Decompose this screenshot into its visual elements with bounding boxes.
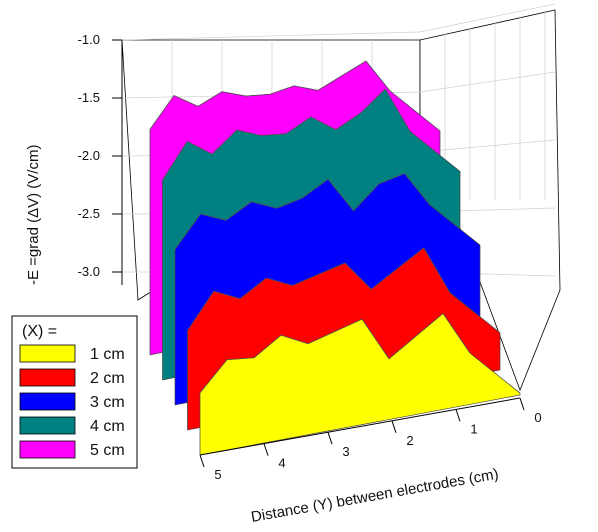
surface-ridge-segment [226, 357, 255, 361]
surface-ridge-segment [173, 95, 199, 107]
y-tick-mark [391, 420, 397, 433]
surface-ridge-segment [361, 318, 390, 359]
y-tick-label: 0 [534, 410, 541, 425]
z-axis: -1.0 -1.5 -2.0 -2.5 -3.0 [78, 32, 123, 285]
y-axis: 0 1 2 3 4 5 [199, 397, 542, 482]
legend: (X) = 1 cm 2 cm 3 cm 4 cm 5 cm [11, 315, 138, 469]
surface-bands [149, 60, 521, 456]
z-tick-label: -1.5 [78, 90, 100, 105]
y-axis-title: Distance (Y) between electrodes (cm) [250, 466, 500, 526]
grid-line-side [419, 71, 556, 93]
surface-ridge-segment [187, 141, 213, 155]
surface-ridge-segment [360, 88, 386, 114]
surface-ridge-segment [197, 91, 223, 107]
z-axis-title: -E =grad (ΔV) (V/cm) [25, 145, 42, 285]
surface-ridge-segment [251, 201, 278, 209]
surface-ridge-segment [293, 85, 319, 91]
surface-ridge-segment [269, 85, 295, 95]
surface-ridge-segment [236, 129, 262, 136]
surface-ridge-segment [365, 60, 391, 92]
surface-ridge-segment [334, 318, 363, 332]
surface-ridge-segment [442, 313, 471, 354]
y-tick-label: 3 [342, 444, 349, 459]
surface-ridge-segment [149, 95, 175, 130]
surface-ridge-segment [280, 334, 309, 344]
z-tick-label: -1.0 [78, 32, 100, 47]
legend-swatch [19, 416, 76, 435]
legend-swatch [19, 344, 76, 363]
grid-line-h [121, 31, 421, 41]
side-wall [419, 9, 561, 392]
z-tick-label: -2.0 [78, 148, 100, 163]
legend-label: 4 cm [90, 418, 125, 435]
y-tick-mark [519, 397, 525, 411]
y-tick-label: 4 [278, 456, 285, 471]
surface-ridge-segment [239, 277, 267, 299]
surface-ridge-segment [302, 179, 329, 199]
surface-ridge-segment [276, 197, 303, 209]
legend-swatch [19, 392, 76, 411]
grid-line-side [419, 3, 556, 33]
surface-ridge-segment [384, 88, 411, 132]
z-tick-label: -3.0 [78, 264, 100, 279]
surface-ridge-segment [261, 133, 287, 136]
surface-ridge-segment [213, 290, 241, 299]
surface-ridge-segment [286, 116, 312, 134]
surface-ridge-segment [388, 335, 417, 359]
surface-ridge-segment [221, 91, 247, 97]
grid-line-side [419, 139, 556, 153]
legend-title: (X) = [22, 323, 57, 340]
surface-ridge-segment [341, 60, 367, 76]
surface-ridge-segment [335, 112, 361, 131]
y-tick-label: 1 [470, 421, 477, 436]
surface-ridge-segment [225, 201, 252, 221]
surface-ridge-segment [423, 247, 451, 293]
legend-label: 3 cm [90, 394, 125, 411]
surface-ridge-segment [266, 277, 293, 286]
surface-ridge-segment [415, 313, 444, 337]
legend-label: 2 cm [90, 370, 125, 387]
surface-ridge-segment [292, 273, 319, 286]
y-axis-line [199, 397, 521, 456]
surface-ridge-segment [371, 268, 398, 290]
surface-ridge-segment [344, 262, 372, 290]
surface-ridge-segment [310, 116, 336, 131]
legend-label: 5 cm [90, 442, 125, 459]
surface-ridge-segment [317, 75, 343, 91]
surface-ridge-segment [327, 179, 354, 212]
surface-ridge-segment [253, 334, 282, 359]
legend-swatch [19, 440, 76, 459]
y-tick-mark [455, 409, 461, 422]
surface-ridge-segment [318, 262, 346, 275]
y-tick-mark [199, 454, 205, 468]
surface-ridge-segment [307, 331, 336, 344]
surface-ridge-segment [162, 141, 188, 181]
surface-ridge-segment [211, 129, 237, 155]
y-tick-mark [327, 432, 333, 445]
legend-label: 1 cm [90, 346, 125, 363]
surface-ridge-segment [378, 173, 405, 185]
surface-ridge-segment [397, 247, 424, 269]
surface-ridge-segment [199, 359, 228, 393]
z-tick-label: -2.5 [78, 206, 100, 221]
y-tick-label: 5 [214, 467, 221, 482]
surface-ridge-segment [404, 173, 431, 206]
legend-entries: 1 cm 2 cm 3 cm 4 cm 5 cm [19, 344, 125, 459]
surface-ridge-segment [245, 93, 271, 97]
surface-ridge-segment [200, 213, 227, 221]
surface-ridge-segment [187, 291, 214, 331]
y-tick-label: 2 [406, 433, 413, 448]
surface-ridge-segment [353, 183, 380, 212]
y-tick-mark [263, 443, 269, 456]
legend-swatch [19, 368, 76, 387]
surface-ridge-segment [174, 213, 201, 250]
